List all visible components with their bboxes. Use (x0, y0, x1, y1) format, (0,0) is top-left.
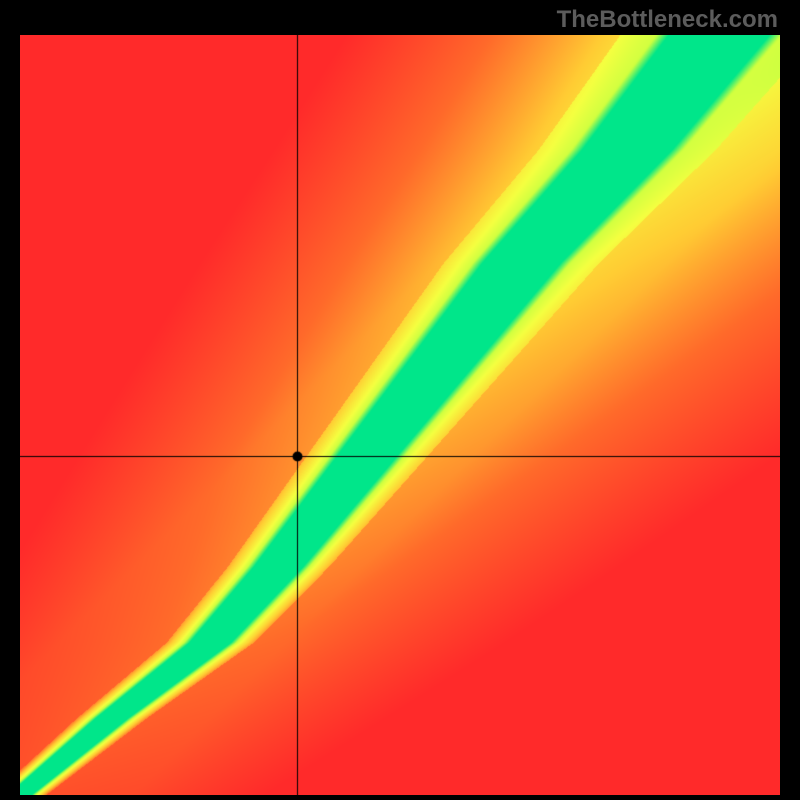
chart-container: TheBottleneck.com (0, 0, 800, 800)
watermark-text: TheBottleneck.com (557, 6, 778, 34)
bottleneck-heatmap (20, 35, 780, 795)
